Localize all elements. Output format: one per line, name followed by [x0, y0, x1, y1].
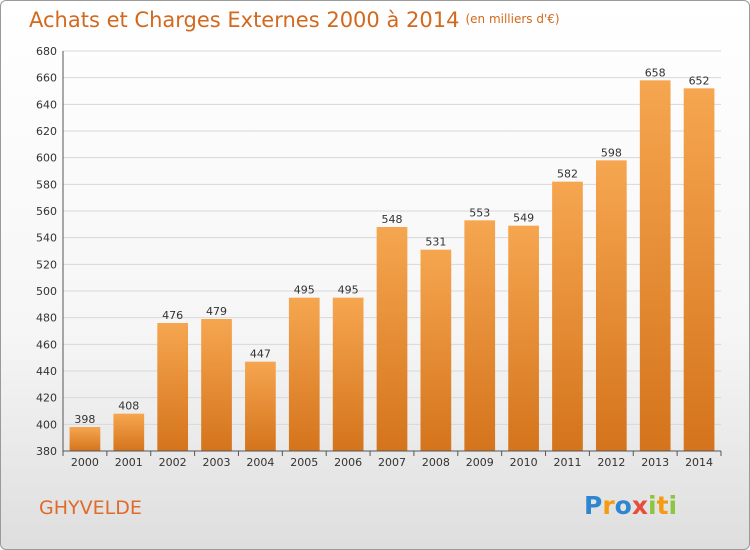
- bar-value-label: 495: [338, 284, 359, 297]
- bar-2005: [288, 297, 320, 451]
- logo-letter: t: [656, 491, 669, 520]
- y-tick-label: 480: [36, 312, 57, 325]
- y-tick-label: 400: [36, 418, 57, 431]
- bar-2002: [157, 323, 189, 451]
- y-tick-label: 660: [36, 72, 57, 85]
- bar-2004: [245, 361, 276, 451]
- y-tick-label: 440: [36, 365, 57, 378]
- x-tick-label: 2005: [290, 456, 318, 469]
- bar-2013: [639, 80, 671, 451]
- x-tick-label: 2010: [510, 456, 538, 469]
- y-tick-label: 540: [36, 232, 57, 245]
- bar-2014: [683, 88, 715, 451]
- y-tick-label: 500: [36, 285, 57, 298]
- x-tick-label: 2011: [553, 456, 581, 469]
- y-tick-label: 680: [36, 45, 57, 58]
- bar-value-label: 479: [206, 305, 227, 318]
- logo-letter: P: [584, 491, 603, 520]
- bar-value-label: 652: [689, 74, 710, 87]
- bar-2008: [420, 249, 452, 451]
- bar-2001: [113, 413, 145, 451]
- logo-letter: r: [602, 491, 615, 520]
- y-axis: 380 400 420 440 460 480 500 520 540 560 580 600 620 6…: [36, 45, 64, 458]
- bar-value-label: 447: [250, 348, 271, 361]
- logo-letter: o: [614, 491, 632, 520]
- bar-value-label: 531: [425, 236, 446, 249]
- bar-value-label: 658: [645, 66, 666, 79]
- x-tick-label: 2013: [641, 456, 669, 469]
- bar-value-label: 548: [382, 213, 403, 226]
- y-tick-label: 620: [36, 125, 57, 138]
- logo-letter: i: [648, 491, 657, 520]
- city-name: GHYVELDE: [39, 497, 142, 519]
- chart-title-text: Achats et Charges Externes 2000 à 2014: [29, 8, 460, 32]
- x-axis: 2000 2001 2002 2003 2004 2005 2006 2007 2008 2009…: [62, 450, 722, 469]
- y-tick-label: 600: [36, 152, 57, 165]
- y-tick-label: 460: [36, 338, 57, 351]
- x-tick-label: 2009: [466, 456, 494, 469]
- y-tick-label: 560: [36, 205, 57, 218]
- bar-value-label: 582: [557, 168, 578, 181]
- bar-2010: [508, 225, 539, 451]
- x-tick-label: 2003: [203, 456, 231, 469]
- bar-2007: [376, 227, 408, 451]
- proxiti-logo: Proxiti: [584, 491, 677, 520]
- chart-title: Achats et Charges Externes 2000 à 2014 (e…: [29, 8, 560, 32]
- x-tick-label: 2006: [334, 456, 362, 469]
- y-tick-label: 380: [36, 445, 57, 458]
- bar-value-label: 408: [118, 400, 139, 413]
- x-tick-label: 2007: [378, 456, 406, 469]
- bar-value-label: 598: [601, 146, 622, 159]
- x-tick-label: 2000: [71, 456, 99, 469]
- bar-value-label: 549: [513, 212, 534, 225]
- bar-value-label: 476: [162, 309, 183, 322]
- x-tick-label: 2012: [597, 456, 625, 469]
- y-tick-label: 580: [36, 178, 57, 191]
- bar-2003: [201, 319, 232, 451]
- bar-value-label: 398: [74, 413, 95, 426]
- bar-2012: [595, 160, 627, 452]
- x-tick-label: 2008: [422, 456, 450, 469]
- bars: 398 408 476 479 447 495 495 548 531 553 549 582 598 6…: [69, 66, 715, 452]
- x-tick-label: 2004: [246, 456, 274, 469]
- x-tick-label: 2002: [159, 456, 187, 469]
- x-tick-label: 2001: [115, 456, 143, 469]
- bar-2000: [69, 427, 101, 451]
- bar-value-label: 495: [294, 284, 315, 297]
- y-tick-label: 420: [36, 392, 57, 405]
- logo-letter: x: [631, 491, 648, 520]
- y-tick-label: 520: [36, 258, 57, 271]
- chart-unit: (en milliers d'€): [465, 12, 560, 26]
- bar-2006: [332, 297, 364, 451]
- bar-2009: [464, 220, 496, 451]
- bar-2011: [552, 181, 583, 451]
- logo-letter: i: [668, 491, 678, 520]
- y-tick-label: 640: [36, 98, 57, 111]
- x-tick-label: 2014: [685, 456, 713, 469]
- bar-value-label: 553: [469, 206, 490, 219]
